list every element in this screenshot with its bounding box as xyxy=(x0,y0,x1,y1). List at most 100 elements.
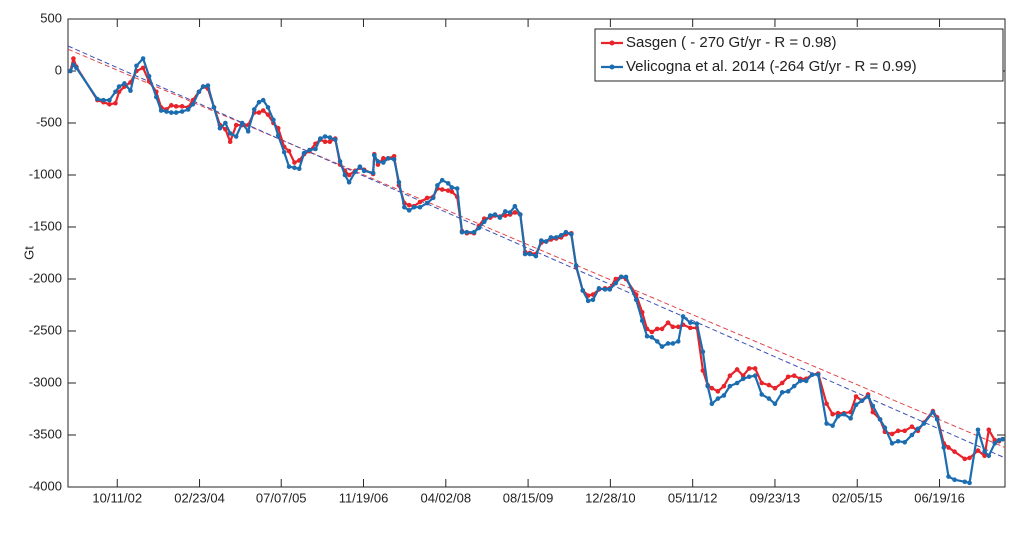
data-point xyxy=(721,393,727,398)
data-point xyxy=(889,431,895,437)
data-point xyxy=(992,441,998,446)
data-point xyxy=(752,366,758,371)
data-point xyxy=(227,131,233,136)
legend-marker xyxy=(609,40,615,46)
data-point xyxy=(727,373,733,379)
y-tick-label: -2000 xyxy=(29,270,62,285)
data-point xyxy=(322,134,328,139)
data-point xyxy=(715,396,721,401)
data-point xyxy=(492,212,498,217)
data-point xyxy=(986,453,992,459)
data-point xyxy=(146,73,152,79)
legend-marker xyxy=(609,64,615,70)
data-point xyxy=(633,297,639,303)
data-point xyxy=(173,104,179,109)
data-point xyxy=(670,324,676,330)
data-point xyxy=(982,453,987,459)
data-point xyxy=(95,96,100,102)
data-point xyxy=(370,170,376,176)
x-tick-label: 11/19/06 xyxy=(339,490,389,505)
data-point xyxy=(791,383,797,389)
data-point xyxy=(476,225,482,231)
data-point xyxy=(687,320,693,325)
data-point xyxy=(573,263,579,268)
data-point xyxy=(803,378,809,384)
x-tick-label: 12/28/10 xyxy=(585,490,636,505)
data-point xyxy=(824,421,829,426)
data-point xyxy=(902,439,907,445)
data-point xyxy=(809,372,815,377)
data-point xyxy=(909,432,915,438)
data-point xyxy=(779,380,785,386)
data-point xyxy=(417,204,423,210)
data-point xyxy=(68,68,73,74)
data-point xyxy=(946,474,951,479)
data-point xyxy=(659,344,665,349)
y-tick-label: -3500 xyxy=(29,426,62,441)
data-point xyxy=(256,110,262,115)
data-point xyxy=(941,445,947,450)
data-point xyxy=(522,251,528,257)
data-point xyxy=(709,385,715,391)
data-point xyxy=(975,427,981,433)
data-point xyxy=(487,213,493,218)
data-point xyxy=(217,125,223,131)
data-point xyxy=(301,150,307,156)
data-point xyxy=(967,455,972,461)
data-point xyxy=(471,229,477,235)
data-point xyxy=(996,437,1002,443)
y-tick-label: -500 xyxy=(36,114,62,129)
data-point xyxy=(260,108,266,113)
series-line xyxy=(69,57,1004,460)
data-point xyxy=(346,179,352,185)
data-point xyxy=(128,88,133,94)
data-point xyxy=(946,445,951,450)
data-point xyxy=(853,402,859,408)
data-point xyxy=(967,480,972,486)
data-point xyxy=(543,239,549,244)
x-tick-label: 05/11/12 xyxy=(668,490,718,505)
data-point xyxy=(507,210,513,215)
data-point xyxy=(921,421,927,426)
data-point xyxy=(233,134,239,139)
data-point xyxy=(824,401,829,407)
data-point xyxy=(785,374,791,380)
data-point xyxy=(517,212,523,217)
data-point xyxy=(233,122,239,128)
data-point xyxy=(196,89,202,95)
y-tick-label: 0 xyxy=(55,62,62,77)
data-point xyxy=(449,189,455,194)
data-point xyxy=(113,89,118,95)
data-point xyxy=(439,187,445,192)
data-point xyxy=(982,449,987,454)
data-point xyxy=(670,341,676,346)
data-point xyxy=(439,177,445,183)
data-point xyxy=(687,325,693,331)
data-point xyxy=(332,137,338,142)
data-point xyxy=(337,159,343,164)
data-point xyxy=(590,297,596,303)
data-point xyxy=(275,133,281,138)
data-point xyxy=(286,148,292,154)
data-point xyxy=(402,204,407,210)
data-point xyxy=(158,108,164,113)
data-point xyxy=(107,97,112,103)
data-point xyxy=(665,341,671,346)
data-point xyxy=(539,238,544,243)
data-point xyxy=(113,100,118,106)
data-point xyxy=(934,417,940,422)
data-point xyxy=(1000,436,1005,442)
data-point xyxy=(140,65,146,71)
data-point xyxy=(533,253,539,259)
data-point xyxy=(853,394,859,399)
data-point xyxy=(411,204,417,210)
data-point xyxy=(342,172,348,178)
data-point xyxy=(569,231,574,237)
data-point xyxy=(169,110,174,115)
data-point xyxy=(251,107,257,112)
data-point xyxy=(644,333,650,339)
data-point xyxy=(779,390,785,395)
data-point xyxy=(464,229,470,235)
data-point xyxy=(952,477,957,483)
data-point xyxy=(962,456,968,462)
